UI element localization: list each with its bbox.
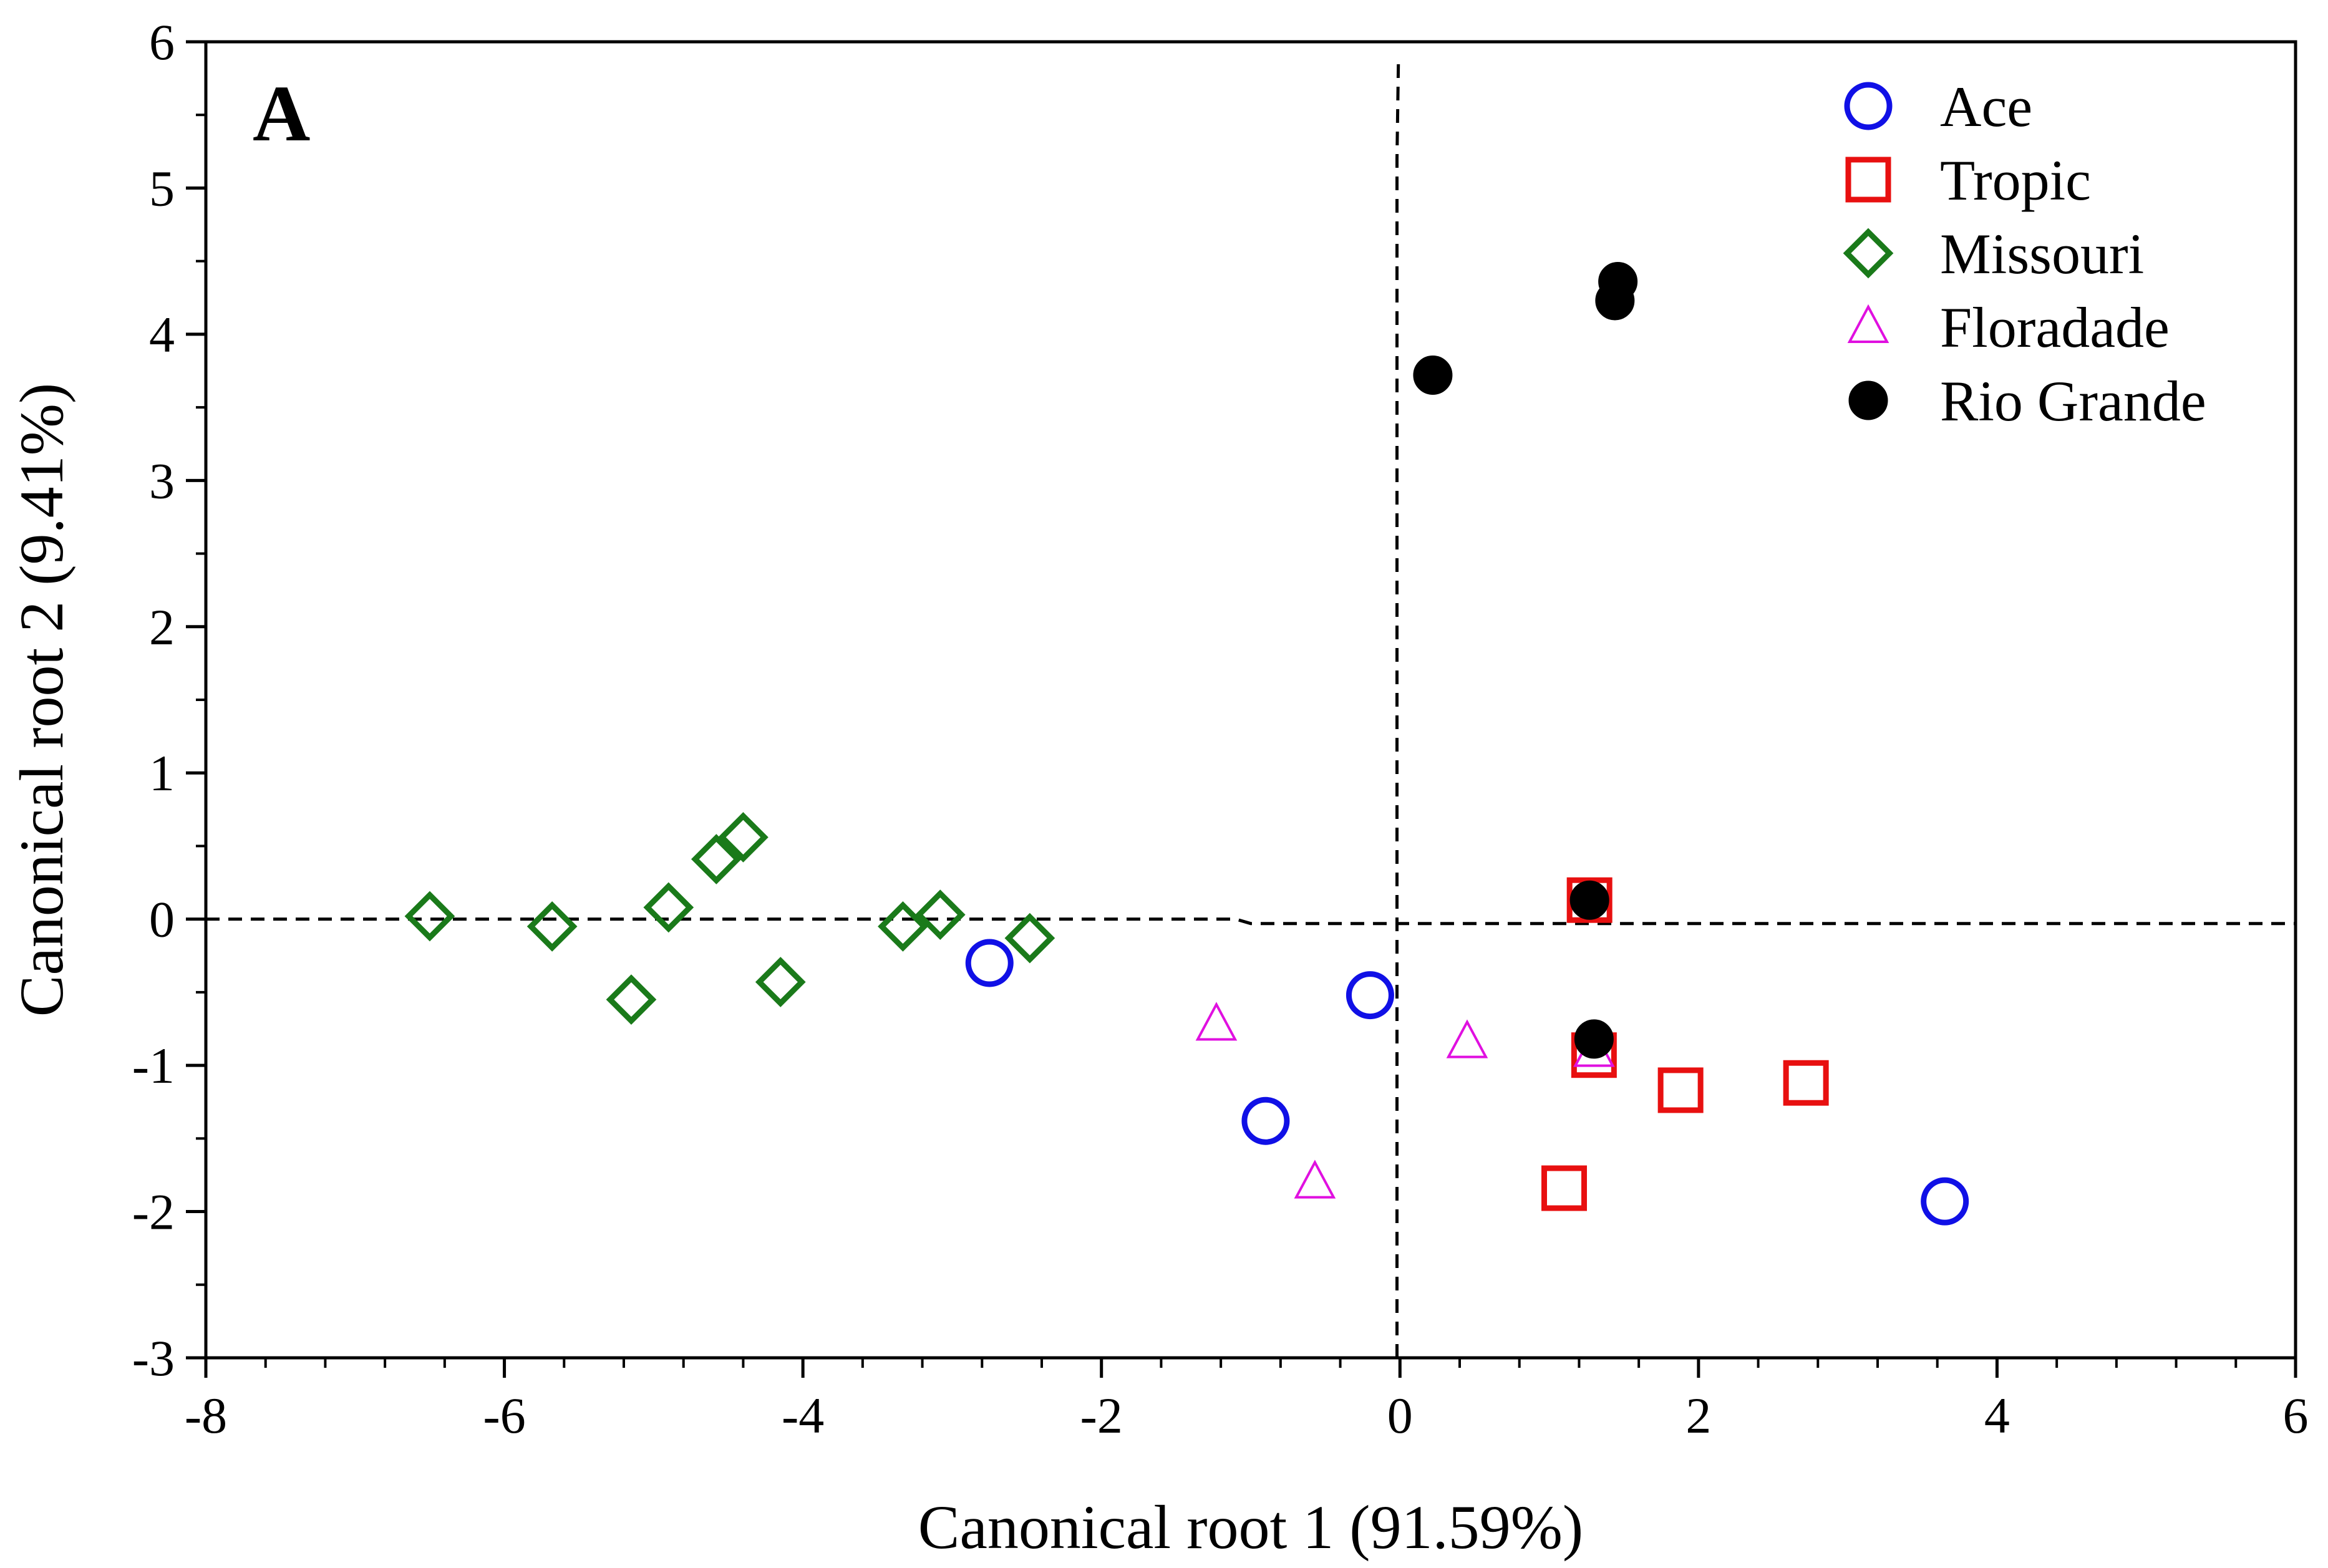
legend-marker-rio-grande bbox=[1848, 380, 1888, 420]
data-point-floradade bbox=[1294, 1159, 1336, 1199]
data-point-ace bbox=[1921, 1177, 1969, 1226]
x-tick-label: -4 bbox=[782, 1387, 824, 1444]
data-point-tropic bbox=[1566, 877, 1613, 923]
data-point-rio-grande bbox=[1598, 261, 1638, 301]
data-point-missouri bbox=[606, 974, 657, 1025]
x-tick-label: 2 bbox=[1685, 1387, 1711, 1444]
data-point-missouri bbox=[404, 891, 455, 942]
y-tick-label: 0 bbox=[149, 891, 175, 948]
legend-label-rio-grande: Rio Grande bbox=[1940, 369, 2206, 433]
y-tick-label: -1 bbox=[132, 1037, 175, 1094]
data-point-ace bbox=[965, 939, 1014, 987]
y-tick-label: 3 bbox=[149, 452, 175, 509]
y-axis-title: Canonical root 2 (9.41%) bbox=[7, 383, 76, 1017]
data-point-missouri bbox=[755, 957, 806, 1007]
data-point-rio-grande bbox=[1413, 356, 1453, 395]
y-tick-label: 5 bbox=[149, 160, 175, 216]
data-point-missouri bbox=[1004, 912, 1055, 964]
data-point-floradade bbox=[1446, 1019, 1488, 1058]
panel-label: A bbox=[253, 69, 310, 158]
x-tick-label: -8 bbox=[185, 1387, 227, 1444]
horizontal-reference-line bbox=[206, 917, 2296, 926]
x-tick-label: 6 bbox=[2283, 1387, 2309, 1444]
x-tick-label: -2 bbox=[1080, 1387, 1123, 1444]
legend-label-tropic: Tropic bbox=[1940, 148, 2091, 212]
data-point-tropic bbox=[1783, 1060, 1829, 1106]
data-point-rio-grande bbox=[1574, 1019, 1614, 1059]
data-point-rio-grande bbox=[1569, 880, 1609, 920]
data-point-tropic bbox=[1541, 1165, 1587, 1211]
data-point-ace bbox=[1241, 1096, 1290, 1145]
data-point-missouri bbox=[914, 889, 966, 940]
legend-label-ace: Ace bbox=[1940, 75, 2032, 138]
data-point-ace bbox=[1346, 971, 1394, 1020]
x-tick-label: 4 bbox=[1984, 1387, 2010, 1444]
y-tick-label: 2 bbox=[149, 599, 175, 656]
data-point-floradade bbox=[1195, 1002, 1238, 1041]
x-tick-label: 0 bbox=[1387, 1387, 1413, 1444]
y-tick-label: 1 bbox=[149, 745, 175, 801]
x-axis-title: Canonical root 1 (91.59%) bbox=[918, 1493, 1583, 1562]
y-tick-label: -3 bbox=[132, 1330, 175, 1387]
y-tick-label: 4 bbox=[149, 306, 175, 363]
data-point-missouri bbox=[878, 901, 928, 952]
legend-marker-floradade bbox=[1847, 304, 1889, 343]
y-tick-label: 6 bbox=[149, 14, 175, 70]
legend-label-floradade: Floradade bbox=[1940, 296, 2170, 359]
legend-marker-ace bbox=[1844, 82, 1893, 130]
vertical-reference-line bbox=[1395, 56, 1400, 1358]
data-point-missouri bbox=[691, 834, 742, 884]
data-point-missouri bbox=[526, 901, 578, 952]
data-point-missouri bbox=[643, 882, 694, 933]
data-point-tropic bbox=[1657, 1067, 1704, 1113]
data-point-missouri bbox=[718, 812, 769, 863]
legend-marker-missouri bbox=[1843, 228, 1894, 279]
x-tick-label: -6 bbox=[483, 1387, 525, 1444]
legend: Ace Tropic Missouri Floradade Rio Grande bbox=[1843, 75, 2206, 433]
y-tick-label: -2 bbox=[132, 1184, 175, 1241]
legend-marker-tropic bbox=[1845, 157, 1891, 203]
legend-label-missouri: Missouri bbox=[1940, 222, 2144, 286]
